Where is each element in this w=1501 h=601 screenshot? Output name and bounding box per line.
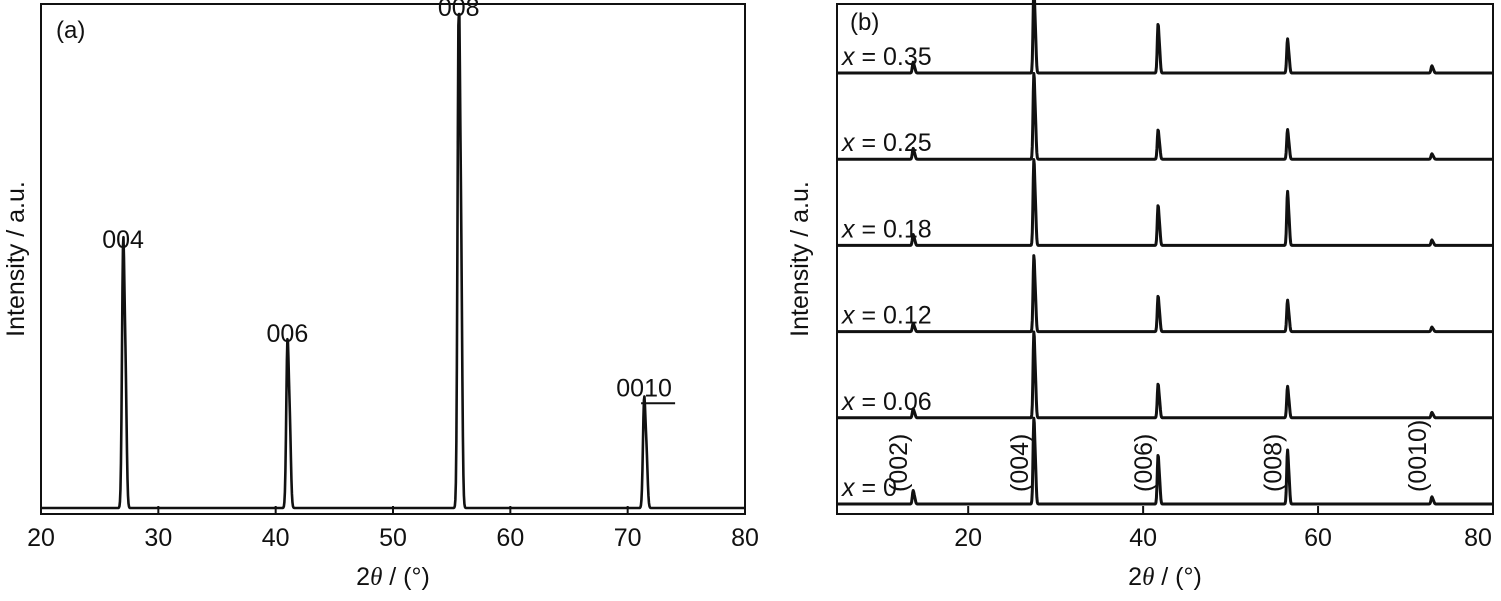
peak-label: 006 xyxy=(267,320,309,348)
series-curve xyxy=(836,0,1494,75)
diffraction-curve-a xyxy=(40,12,746,510)
x-ticks-b: 20 40 60 80 xyxy=(954,506,1494,552)
series-curve xyxy=(836,158,1494,247)
series-curve xyxy=(836,71,1494,161)
peak-label: 008 xyxy=(438,0,480,22)
y-axis-label-a: Intensity / a.u. xyxy=(2,181,30,337)
stacked-series-b: x = 0.35 x = 0.25 x = 0.18 x = 0.12 x = 0.06… xyxy=(836,0,1494,506)
hkl-label: (002) xyxy=(885,434,913,492)
x-ticks-a: 20 30 40 50 60 70 80 xyxy=(27,506,759,552)
plot-frame-a xyxy=(40,3,746,515)
panel-label-a: (a) xyxy=(56,17,85,44)
x-tick-label: 30 xyxy=(144,524,172,552)
x-axis-label-a: 2θ / (°) xyxy=(356,563,430,591)
x-tick-label: 60 xyxy=(1304,524,1332,552)
hkl-labels-b: (002) (004) (006) (008) (0010) xyxy=(885,420,1432,492)
peak-labels-a: 004 006 008 0010 xyxy=(102,0,676,405)
panel-a: (a) 004 006 008 0010 20 30 40 50 60 70 80 2θ / (°… xyxy=(2,0,759,591)
series-label: x = 0.12 xyxy=(841,302,932,330)
x-tick-label: 80 xyxy=(731,524,759,552)
x-axis-label-b: 2θ / (°) xyxy=(1128,563,1202,591)
x-tick-label: 60 xyxy=(496,524,524,552)
x-tick-label: 70 xyxy=(614,524,642,552)
x-tick-label: 80 xyxy=(1464,524,1492,552)
series-curve xyxy=(836,254,1494,334)
y-axis-label-b: Intensity / a.u. xyxy=(786,181,814,337)
hkl-label: (006) xyxy=(1130,434,1158,492)
peak-label: 0010 xyxy=(616,374,672,402)
series-label: x = 0.35 xyxy=(841,43,932,71)
hkl-label: (004) xyxy=(1006,434,1034,492)
series-label: x = 0 xyxy=(841,474,897,502)
x-tick-label: 40 xyxy=(262,524,290,552)
peak-label: 004 xyxy=(102,226,144,254)
series-label: x = 0.18 xyxy=(841,215,932,243)
series-label: x = 0.06 xyxy=(841,388,932,416)
series-label: x = 0.25 xyxy=(841,129,932,157)
x-tick-label: 50 xyxy=(379,524,407,552)
x-tick-label: 40 xyxy=(1129,524,1157,552)
series-curve xyxy=(836,330,1494,420)
plot-frame-b xyxy=(836,3,1494,515)
hkl-label: (008) xyxy=(1260,434,1288,492)
series-curve xyxy=(836,416,1494,506)
hkl-label: (0010) xyxy=(1404,420,1432,492)
x-tick-label: 20 xyxy=(27,524,55,552)
panel-b: (b) x = 0.35x = 0.25x = 0.18x = 0.12x = … xyxy=(786,0,1494,591)
x-tick-label: 20 xyxy=(954,524,982,552)
panel-label-b: (b) xyxy=(850,9,879,36)
